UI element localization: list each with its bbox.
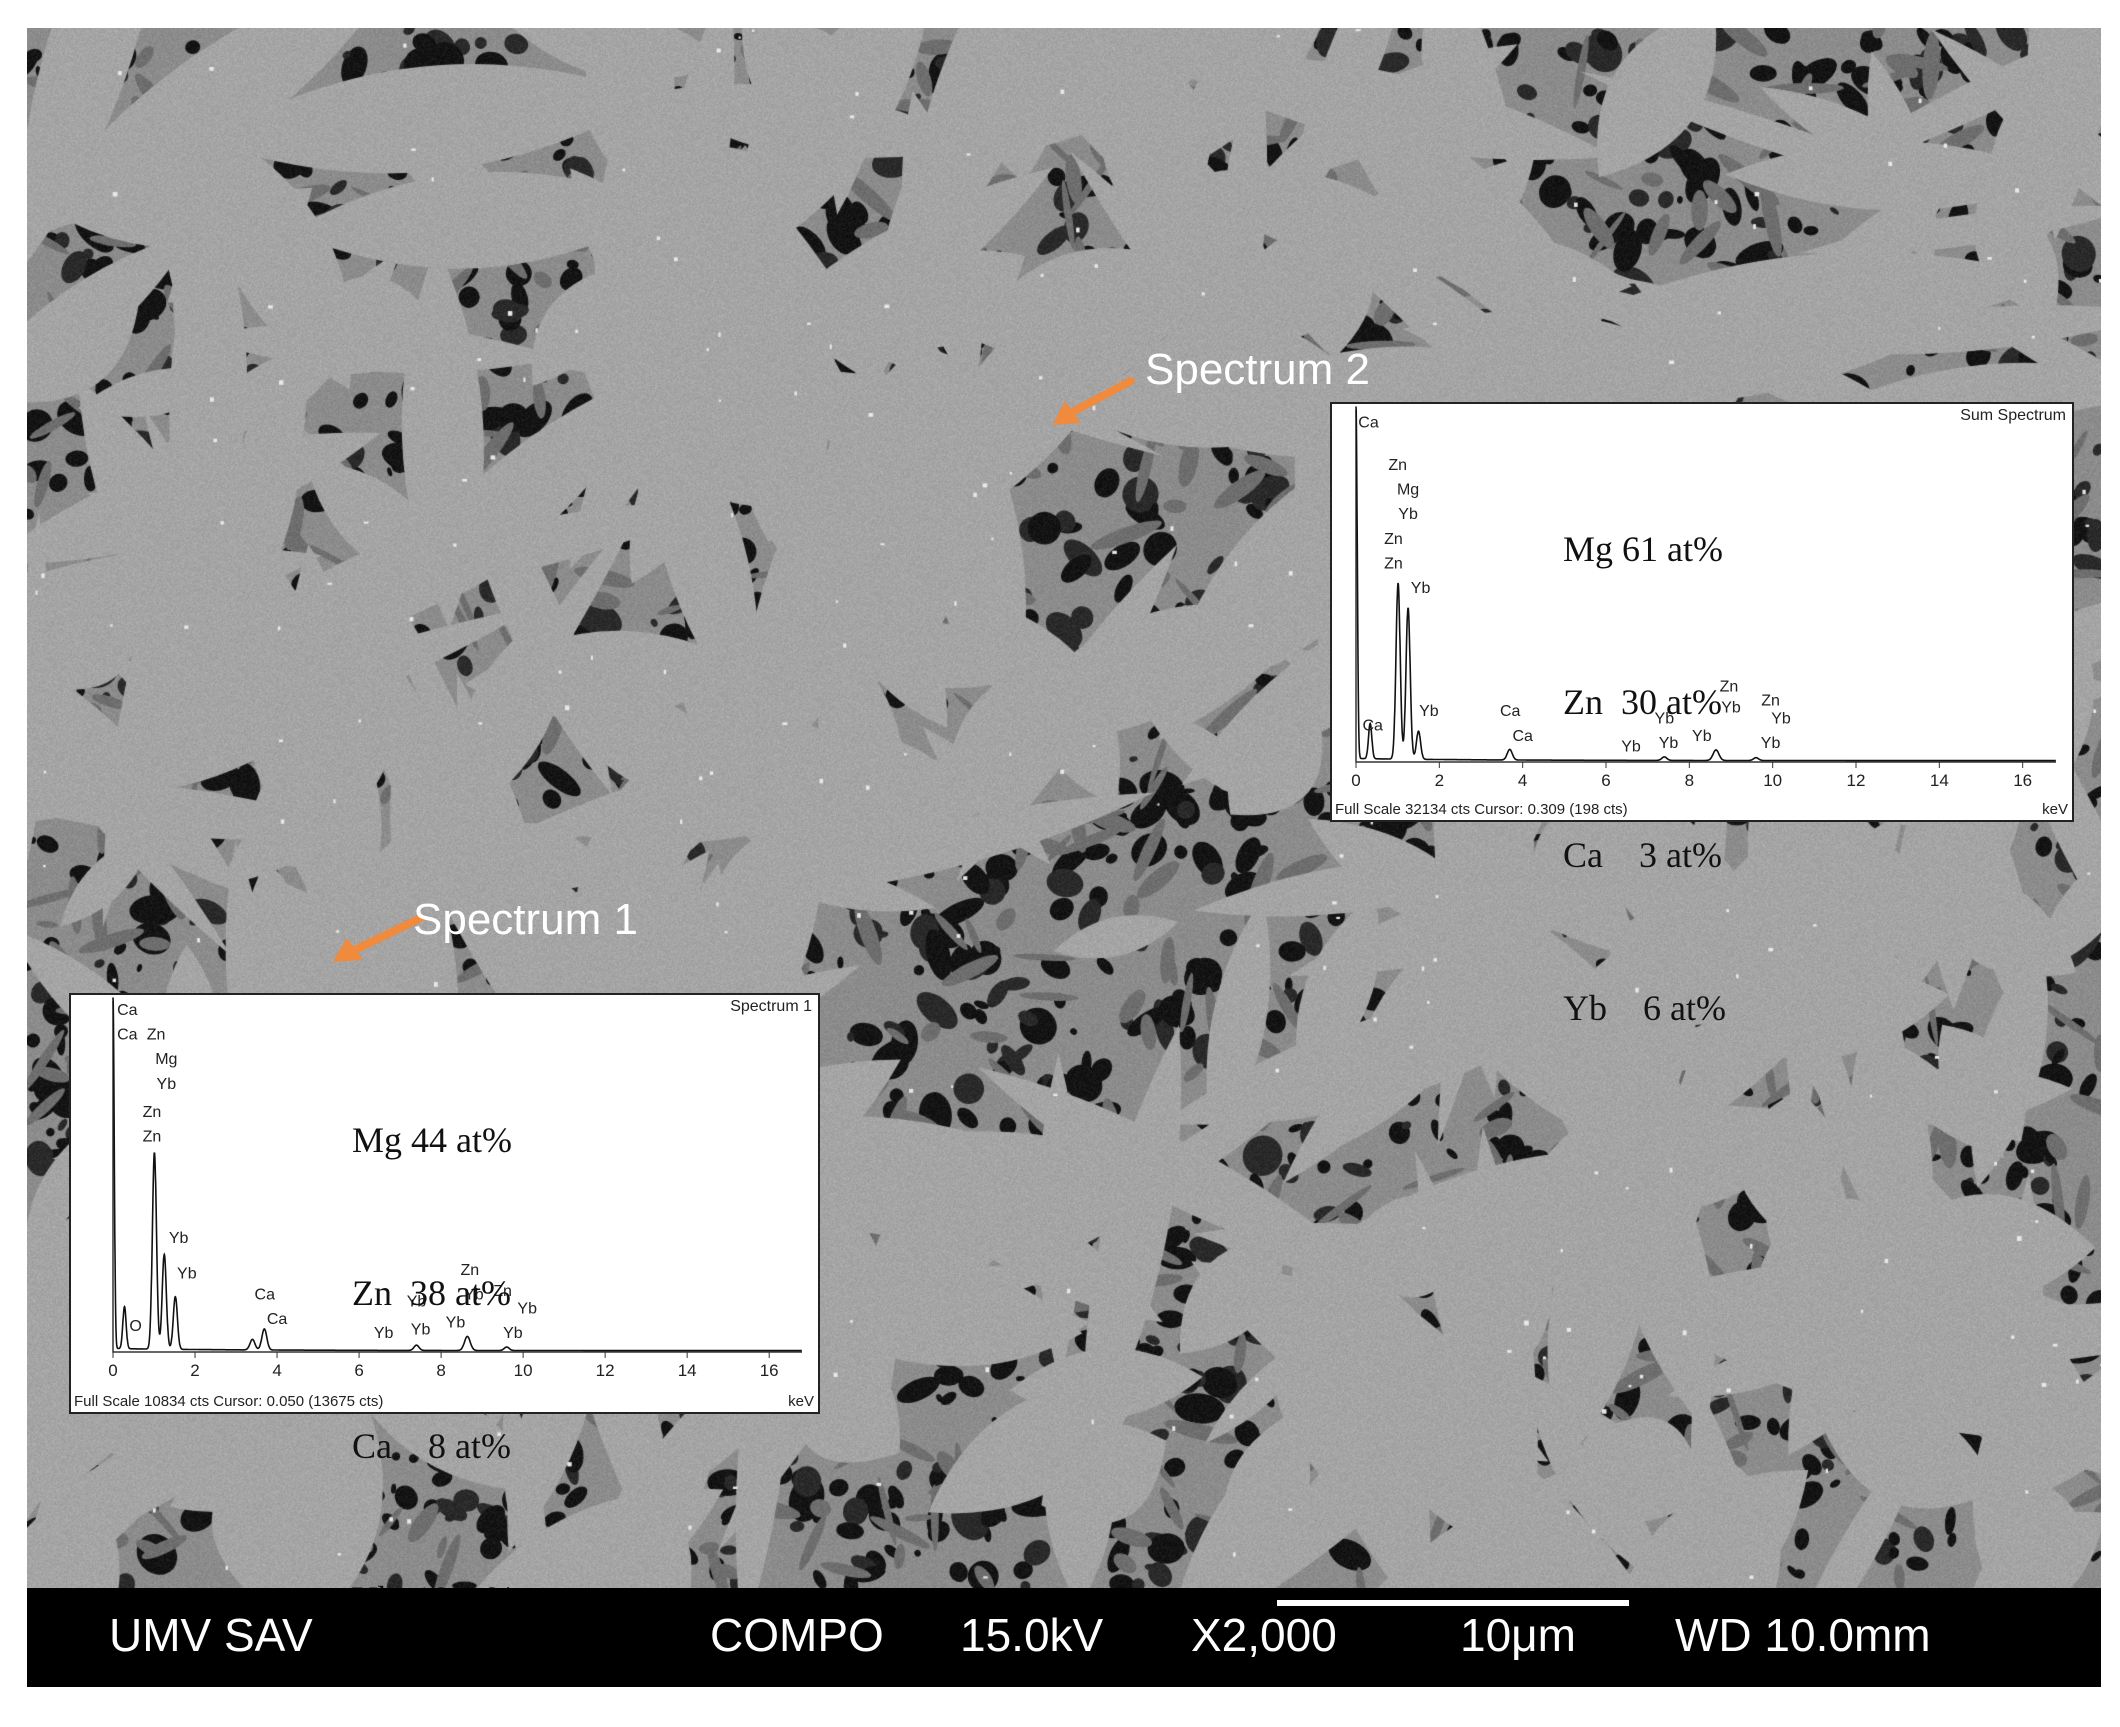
imaging-mode: COMPO bbox=[710, 1609, 884, 1661]
peak-label: Yb bbox=[446, 1314, 466, 1331]
axis-tick-label: 16 bbox=[2013, 771, 2032, 790]
scale-bar bbox=[1277, 1600, 1629, 1606]
composition-row: Mg 61 at% bbox=[1563, 529, 1723, 569]
peak-label: Ca bbox=[1512, 728, 1533, 745]
spectrum-1-title: Spectrum 1 bbox=[730, 998, 812, 1015]
axis-tick-label: 6 bbox=[354, 1361, 363, 1380]
peak-label: Yb bbox=[1659, 735, 1679, 752]
spectrum-2-label: Spectrum 2 bbox=[1145, 345, 1370, 394]
axis-tick-label: 12 bbox=[1847, 771, 1866, 790]
composition-row: Ca 3 at% bbox=[1563, 835, 1722, 875]
peak-label: Mg bbox=[155, 1051, 177, 1068]
peak-label: Zn bbox=[1384, 531, 1403, 548]
axis-tick-label: 14 bbox=[678, 1361, 697, 1380]
peak-label: Zn bbox=[1384, 555, 1403, 572]
spectrum-2-composition: Mg 61 at% Zn 30 at% Ca 3 at% Yb 6 at% bbox=[1563, 422, 1726, 1136]
peak-label: O bbox=[129, 1318, 141, 1335]
axis-tick-label: 2 bbox=[190, 1361, 199, 1380]
axis-tick-label: 6 bbox=[1601, 771, 1610, 790]
axis-tick-label: 16 bbox=[760, 1361, 779, 1380]
sem-data-bar: UMV SAV COMPO 15.0kV X2,000 10μm WD 10.0… bbox=[27, 1588, 2101, 1687]
axis-tick-label: 0 bbox=[108, 1361, 117, 1380]
axis-tick-label: 2 bbox=[1435, 771, 1444, 790]
axis-tick-label: 4 bbox=[1518, 771, 1527, 790]
accelerating-voltage: 15.0kV bbox=[960, 1609, 1104, 1661]
peak-label: Yb bbox=[1621, 738, 1641, 755]
spectrum-2-footer: Full Scale 32134 cts Cursor: 0.309 (198 … bbox=[1332, 800, 2072, 820]
axis-tick-label: 8 bbox=[436, 1361, 445, 1380]
spectrum-2-title: Sum Spectrum bbox=[1960, 407, 2066, 424]
spectrum-2-footer-left: Full Scale 32134 cts Cursor: 0.309 (198 … bbox=[1335, 801, 1628, 818]
peak-label: Yb bbox=[517, 1300, 537, 1317]
peak-label: Ca bbox=[117, 1002, 138, 1019]
axis-tick-label: 12 bbox=[596, 1361, 615, 1380]
peak-label: Ca bbox=[117, 1027, 138, 1044]
peak-label: Yb bbox=[411, 1321, 431, 1338]
peak-label: Yb bbox=[464, 1286, 484, 1303]
peak-label: Yb bbox=[177, 1265, 197, 1282]
peak-label: Ca bbox=[1362, 717, 1383, 734]
peak-label: Zn bbox=[493, 1283, 512, 1300]
spectrum-curve bbox=[112, 997, 802, 1352]
peak-label: Yb bbox=[1721, 700, 1741, 717]
working-distance: WD 10.0mm bbox=[1675, 1609, 1931, 1661]
peak-label: Yb bbox=[407, 1293, 427, 1310]
peak-label: Yb bbox=[169, 1230, 189, 1247]
spectrum-1-footer-left: Full Scale 10834 cts Cursor: 0.050 (1367… bbox=[74, 1393, 384, 1410]
axis-tick-label: 0 bbox=[1351, 771, 1360, 790]
peak-label: Zn bbox=[147, 1027, 166, 1044]
peak-label: Zn bbox=[143, 1128, 162, 1145]
spectrum-2-footer-unit: keV bbox=[2042, 801, 2068, 818]
peak-label: Yb bbox=[1655, 710, 1675, 727]
peak-label: Mg bbox=[1397, 481, 1419, 498]
peak-label: Yb bbox=[374, 1325, 394, 1342]
scale-bar-label: 10μm bbox=[1460, 1609, 1576, 1661]
composition-row: Zn 30 at% bbox=[1563, 682, 1722, 722]
peak-label: Zn bbox=[1761, 693, 1780, 710]
axis-tick-label: 10 bbox=[1763, 771, 1782, 790]
spectrum-2-arrow bbox=[1053, 377, 1135, 425]
composition-row: Mg 44 at% bbox=[352, 1120, 512, 1160]
composition-row: Zn 38 at% bbox=[352, 1273, 511, 1313]
peak-label: Zn bbox=[460, 1262, 479, 1279]
peak-label: Yb bbox=[503, 1325, 523, 1342]
micrograph-frame: Spectrum 2 Spectrum 1 0 2 4 6 8 10 12 14 16 Ca Zn M… bbox=[27, 28, 2101, 1687]
spectrum-1-footer-unit: keV bbox=[788, 1393, 814, 1410]
spectrum-1-footer: Full Scale 10834 cts Cursor: 0.050 (1367… bbox=[71, 1392, 818, 1412]
lab-name: UMV SAV bbox=[109, 1609, 313, 1661]
peak-label: Ca bbox=[255, 1286, 276, 1303]
spectrum-2-plot: 0 2 4 6 8 10 12 14 16CaZnMgYbZnZnYbYbCaCaCaYbYbY… bbox=[1351, 406, 2056, 790]
peak-label: Yb bbox=[1419, 703, 1439, 720]
axis-tick-label: 8 bbox=[1685, 771, 1694, 790]
peak-label: Yb bbox=[1692, 728, 1712, 745]
peak-label: Yb bbox=[157, 1076, 177, 1093]
axis-tick-label: 14 bbox=[1930, 771, 1949, 790]
peak-label: Zn bbox=[1720, 679, 1739, 696]
magnification: X2,000 bbox=[1191, 1609, 1337, 1661]
composition-row: Ca 8 at% bbox=[352, 1426, 511, 1466]
peak-label: Zn bbox=[1388, 457, 1407, 474]
peak-label: Ca bbox=[267, 1311, 288, 1328]
axis-tick-label: 10 bbox=[514, 1361, 533, 1380]
spectrum-1-plot: 0 2 4 6 8 10 12 14 16 Ca Ca Zn Mg Yb Zn Zn Yb Yb O Ca Ca Yb Yb… bbox=[108, 997, 802, 1380]
peak-label: Yb bbox=[1411, 580, 1431, 597]
composition-row: Yb 6 at% bbox=[1563, 988, 1726, 1028]
spectrum-curve bbox=[1355, 406, 2056, 762]
spectrum-1-arrow bbox=[333, 914, 425, 962]
peak-label: Yb bbox=[1761, 735, 1781, 752]
peak-label: Yb bbox=[1398, 506, 1418, 523]
peak-label: Ca bbox=[1358, 415, 1379, 432]
spectrum-1-label: Spectrum 1 bbox=[413, 895, 638, 944]
peak-label: Zn bbox=[143, 1104, 162, 1121]
spectrum-1-inset: 0 2 4 6 8 10 12 14 16 Ca Ca Zn Mg Yb Zn Zn Yb Yb O Ca Ca Yb Yb… bbox=[69, 993, 820, 1619]
spectrum-2-inset: 0 2 4 6 8 10 12 14 16 Ca Zn Mg Yb Zn Zn Yb Yb Ca Ca Ca Yb Yb Y… bbox=[1330, 402, 2074, 1028]
peak-label: Ca bbox=[1500, 703, 1521, 720]
axis-tick-label: 4 bbox=[272, 1361, 281, 1380]
peak-label: Yb bbox=[1771, 710, 1791, 727]
